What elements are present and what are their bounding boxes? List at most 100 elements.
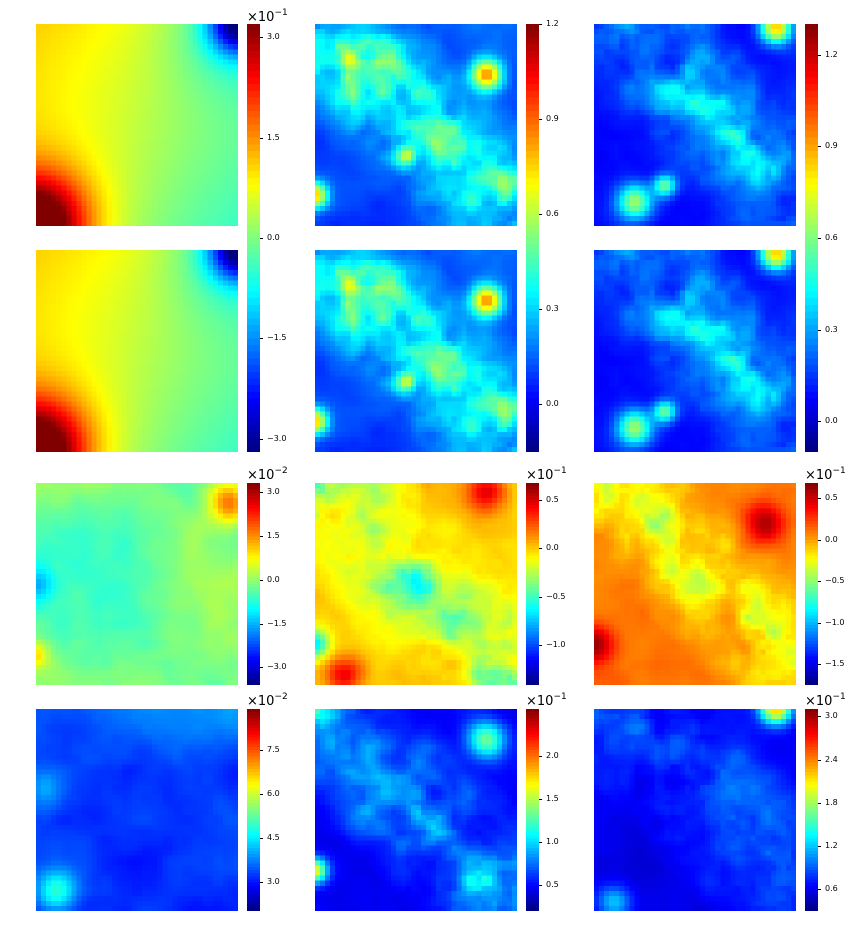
heatmap-cell [66,270,72,276]
heatmap-cell [76,84,83,91]
heatmap-cell [187,29,194,35]
heatmap-cell [182,125,189,131]
heatmap-cell [715,180,721,187]
heatmap-cell [735,39,742,45]
heatmap-cell [137,250,143,256]
heatmap-cell [350,24,356,30]
heatmap-cell [385,135,392,141]
heatmap-cell [385,180,392,187]
heatmap-cell [370,150,377,156]
heatmap-cell [664,74,671,81]
heatmap-cell [345,180,351,187]
heatmap-cell [51,250,57,256]
heatmap-cell [486,99,493,106]
heatmap-cell [370,145,377,151]
heatmap-cell [629,59,635,65]
heatmap-cell [212,195,219,202]
heatmap-cell [639,125,646,131]
heatmap-cell [456,145,463,151]
heatmap-cell [426,165,432,172]
heatmap-cell [451,119,457,126]
heatmap-cell [481,54,488,60]
heatmap-cell [207,59,214,65]
heatmap-cell [335,195,341,202]
heatmap-cell [96,59,103,65]
heatmap-cell [340,160,346,166]
heatmap-cell [765,190,772,197]
heatmap-cell [471,69,478,76]
heatmap-cell [330,104,336,111]
heatmap-cell [86,74,93,81]
heatmap-cell [355,64,362,71]
heatmap-cell [91,24,98,30]
heatmap-cell [501,119,508,126]
heatmap-cell [476,185,483,192]
heatmap-cell [81,165,88,172]
heatmap-cell [212,109,219,116]
heatmap-cell [471,135,478,141]
heatmap-cell [705,34,711,40]
heatmap-cell [604,34,610,40]
heatmap-cell [51,64,57,71]
heatmap-cell [624,79,630,86]
heatmap-cell [137,79,143,86]
heatmap-cell [315,175,321,182]
heatmap-cell [431,155,437,161]
heatmap-cell [639,24,646,30]
heatmap-cell [207,39,214,45]
heatmap-cell [614,49,620,55]
heatmap-cell [770,170,777,177]
heatmap-cell [222,74,229,81]
heatmap-cell [91,64,98,71]
heatmap-cell [506,59,513,65]
heatmap-cell [395,114,402,121]
heatmap-cell [71,170,77,177]
heatmap-cell [41,145,47,151]
heatmap-cell [451,94,457,101]
heatmap-cell [785,99,792,106]
heatmap-cell [182,49,189,55]
heatmap-cell [456,79,463,86]
heatmap-cell [740,109,747,116]
heatmap-cell [345,200,351,207]
heatmap-cell [770,145,777,151]
heatmap-cell [227,220,234,226]
heatmap-cell [466,130,473,136]
heatmap-cell [735,109,742,116]
heatmap-cell [760,59,767,65]
heatmap-cell [410,220,417,226]
heatmap-cell [410,54,417,60]
heatmap-cell [227,109,234,116]
heatmap-cell [152,140,158,146]
heatmap-cell [152,94,158,101]
heatmap-cell [400,160,407,166]
heatmap-cell [375,49,382,55]
heatmap-cell [476,160,483,166]
heatmap-cell [695,190,701,197]
heatmap-cell [385,130,392,136]
heatmap-cell [755,69,762,76]
heatmap-cell [730,99,736,106]
heatmap-cell [222,59,229,65]
heatmap-cell [147,265,153,271]
heatmap-cell [735,155,742,161]
heatmap-cell [227,195,234,202]
heatmap-cell [491,39,498,45]
heatmap-cell [511,29,517,35]
heatmap-cell [594,215,600,222]
heatmap-cell [375,89,382,96]
heatmap-cell [684,195,691,202]
heatmap-cell [674,185,681,192]
heatmap-cell [325,24,331,30]
heatmap-cell [380,185,387,192]
heatmap-cell [121,89,128,96]
heatmap-cell [126,220,133,226]
heatmap-cell [76,104,83,111]
heatmap-cell [385,200,392,207]
heatmap-cell [639,119,646,126]
heatmap-cell [227,29,234,35]
heatmap-cell [142,160,148,166]
heatmap-cell [496,165,503,172]
heatmap-cell [320,104,326,111]
heatmap-cell [36,84,42,91]
